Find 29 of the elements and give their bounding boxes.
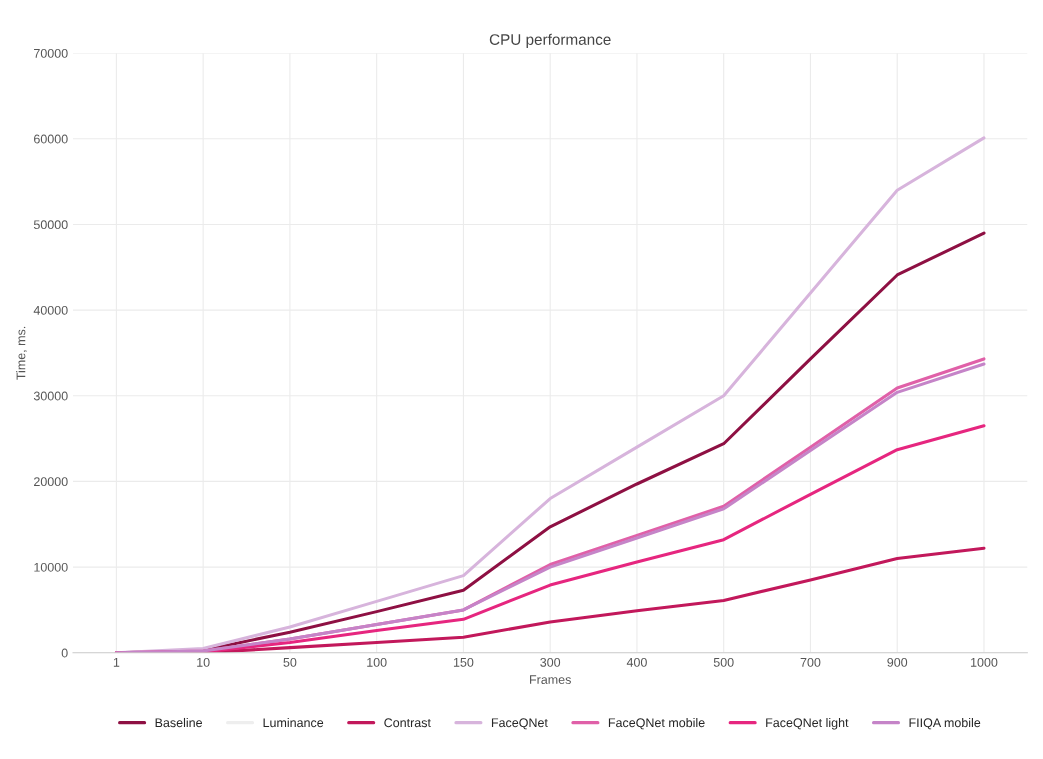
- y-tick-label: 10000: [34, 562, 68, 572]
- chart-title: CPU performance: [489, 33, 611, 48]
- legend-label: Baseline: [155, 717, 202, 728]
- x-axis-title: Frames: [530, 675, 571, 684]
- y-tick-label: 30000: [33, 391, 68, 401]
- legend-label: FaceQNet mobile: [608, 717, 705, 730]
- legend-label: Luminance: [263, 717, 324, 728]
- legend-label: FIIQA mobile: [909, 717, 981, 730]
- y-tick-label: 60000: [34, 134, 68, 144]
- legend-label: Contrast: [384, 718, 431, 728]
- legend-label: FaceQNet light: [766, 717, 849, 730]
- x-tick-label: 100: [367, 657, 387, 667]
- x-tick-label: 400: [626, 657, 647, 667]
- x-tick-label: 500: [713, 657, 734, 667]
- y-tick-label: 70000: [34, 48, 68, 58]
- legend-label: FaceQNet: [491, 718, 548, 730]
- x-tick-label: 1000: [971, 657, 998, 667]
- y-tick-label: 40000: [33, 305, 68, 315]
- x-tick-label: 700: [800, 657, 821, 667]
- x-tick-label: 300: [540, 657, 561, 667]
- x-tick-label: 1: [113, 658, 120, 667]
- x-tick-label: 900: [887, 657, 908, 667]
- y-axis-title: Time, ms.: [16, 326, 27, 380]
- x-tick-label: 10: [197, 657, 210, 667]
- y-tick-label: 0: [61, 648, 68, 658]
- x-tick-label: 150: [453, 657, 474, 667]
- y-tick-label: 20000: [34, 477, 68, 487]
- y-tick-label: 50000: [33, 220, 68, 230]
- x-tick-label: 50: [283, 657, 297, 667]
